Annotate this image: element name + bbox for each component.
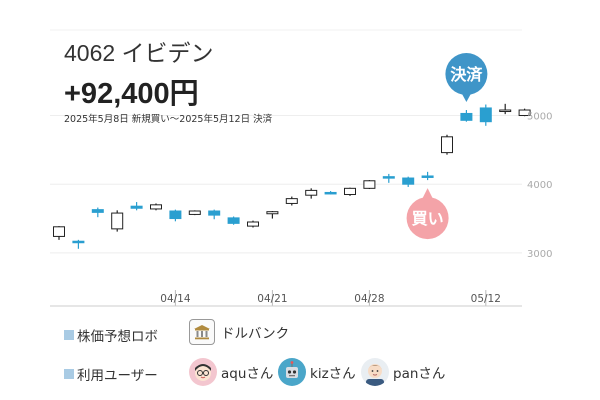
candle-body	[285, 198, 298, 204]
sell-marker-pointer	[460, 91, 473, 103]
candle-body	[53, 226, 65, 237]
candle-body	[344, 187, 356, 196]
candle-body	[72, 240, 85, 244]
candle-body	[402, 177, 415, 185]
legend-square-icon	[64, 369, 74, 379]
users-label: 利用ユーザー	[77, 368, 158, 384]
buy-marker-pointer	[421, 188, 434, 201]
avatar-man-icon	[361, 358, 389, 386]
candle-body	[150, 204, 162, 210]
y-tick-label: 5000	[527, 112, 552, 123]
candle-body	[188, 210, 201, 215]
user-name: aquさん	[221, 366, 274, 382]
candle-body	[227, 217, 240, 224]
sell-marker-label: 決済	[450, 65, 483, 84]
legend-square-icon	[64, 330, 74, 340]
robo-item[interactable]: ドルバンク	[189, 319, 289, 345]
user-kiz[interactable]: kizさん	[278, 358, 356, 386]
candle-body	[441, 136, 453, 154]
candlestick-series	[53, 103, 531, 249]
user-name: panさん	[393, 366, 446, 382]
candle-body	[305, 189, 318, 196]
robo-legend: 株価予想ロボ	[64, 325, 158, 345]
candle-body	[499, 109, 512, 113]
sell-marker	[445, 53, 488, 96]
candle-body	[479, 107, 492, 123]
x-tick-label: 04/28	[354, 293, 384, 305]
profit-amount: +92,400円	[64, 78, 199, 110]
candle-body	[382, 176, 395, 179]
avatar-robot-icon	[278, 358, 306, 386]
candle-body	[91, 209, 104, 213]
avatar-glasses-icon	[189, 358, 217, 386]
candle-body	[324, 191, 337, 195]
bank-icon	[189, 319, 215, 345]
candle-body	[266, 211, 279, 215]
user-aqu[interactable]: aquさん	[189, 358, 273, 386]
trade-period: 2025年5月8日 新規買い〜2025年5月12日 決済	[64, 114, 273, 125]
robo-label: 株価予想ロボ	[77, 329, 158, 345]
candle-body	[421, 175, 434, 178]
candle-body	[518, 109, 531, 117]
candle-body	[363, 180, 376, 189]
users-legend: 利用ユーザー	[64, 364, 158, 384]
y-tick-label: 3000	[527, 249, 552, 260]
buy-marker	[406, 197, 449, 240]
y-axis-ticks: 3000 4000 5000	[527, 112, 552, 260]
stock-title: 4062 イビデン	[64, 40, 214, 66]
candle-body	[247, 221, 259, 227]
x-axis-ticks: 04/14 04/21 04/28 05/12	[160, 290, 501, 306]
x-tick-label: 05/12	[471, 293, 501, 305]
candle-body	[208, 210, 221, 216]
x-tick-label: 04/21	[257, 293, 287, 305]
candle-body	[111, 212, 124, 230]
robo-name: ドルバンク	[221, 326, 290, 342]
chart-grid	[50, 29, 522, 254]
y-tick-label: 4000	[527, 180, 552, 191]
user-pan[interactable]: panさん	[361, 358, 445, 386]
candle-body	[460, 112, 473, 121]
candle-body	[130, 205, 143, 209]
x-tick-label: 04/14	[160, 293, 191, 305]
buy-marker-label: 買い	[412, 209, 444, 228]
user-name: kizさん	[310, 366, 356, 382]
candle-body	[169, 210, 182, 220]
